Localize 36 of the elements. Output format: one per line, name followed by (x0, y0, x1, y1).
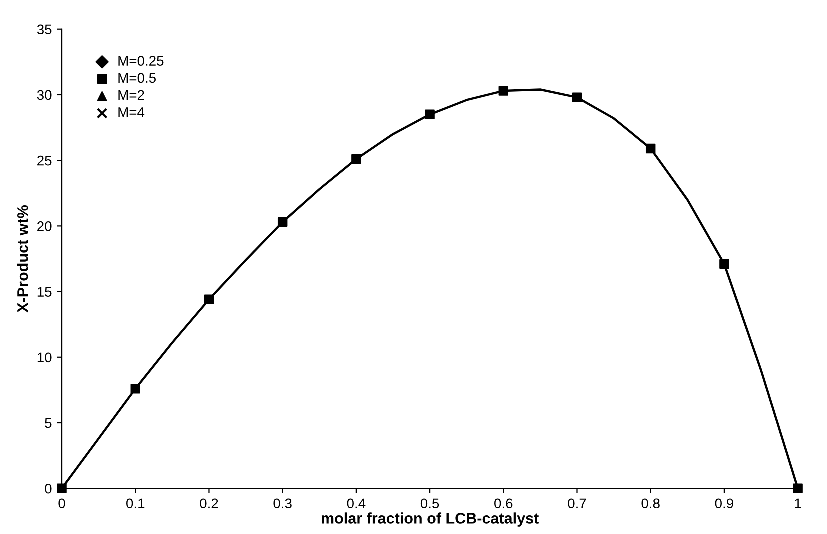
x-tick-label: 0.4 (347, 498, 366, 509)
y-tick-label: 30 (37, 90, 52, 100)
point (204, 294, 214, 305)
point (572, 92, 582, 102)
y-tick-label: 20 (38, 222, 52, 232)
point (498, 86, 509, 96)
y-tick-label: 15 (38, 287, 52, 297)
y-axis-title: X-Product wt% (17, 205, 28, 313)
x-tick-label: 0.9 (715, 498, 734, 509)
point (130, 384, 140, 394)
x-tick-label: 0.1 (126, 498, 145, 509)
x-tick-label: 1 (795, 498, 802, 508)
point (278, 217, 288, 228)
y-tick-label: 25 (38, 156, 52, 166)
point (425, 110, 435, 120)
legend-label: M=2 (118, 90, 144, 100)
y-tick-label: 0 (45, 484, 52, 494)
point (646, 144, 656, 154)
point (57, 484, 67, 494)
x-tick-label: 0.7 (568, 498, 586, 509)
legend-label: M=0.5 (118, 73, 156, 84)
point (720, 259, 730, 270)
x-tick-label: 0.2 (200, 498, 218, 509)
y-tick-label: 10 (38, 352, 52, 363)
x-tick-label: 0.8 (642, 498, 660, 509)
x-tick-label: 0 (58, 498, 66, 509)
x-axis-title: molar fraction of LCB-catalyst (322, 512, 539, 527)
x-tick-label: 0.3 (274, 498, 292, 509)
y-tick-label: 5 (45, 418, 52, 428)
legend-label: M=0.25 (118, 56, 164, 66)
y-tick-label: 35 (37, 24, 52, 35)
point (793, 484, 803, 494)
x-tick-label: 0.6 (494, 498, 513, 509)
legend-label: M=4 (118, 108, 145, 118)
x-tick-label: 0.5 (420, 498, 440, 509)
point (352, 154, 362, 164)
